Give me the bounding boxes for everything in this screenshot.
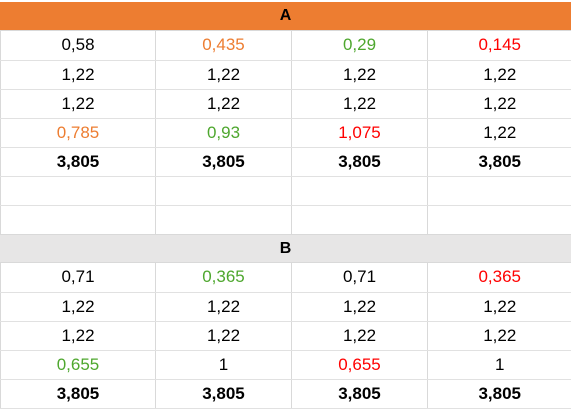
cell[interactable]: 1: [427, 350, 571, 380]
cell[interactable]: 0,435: [155, 31, 292, 61]
cell[interactable]: 0,365: [427, 263, 571, 293]
table-row: 1,22 1,22 1,22 1,22: [0, 89, 571, 119]
cell[interactable]: 1,22: [291, 60, 428, 90]
empty-cell[interactable]: [427, 176, 571, 206]
empty-row: [0, 176, 571, 206]
total-row: 3,805 3,805 3,805 3,805: [0, 147, 571, 177]
section-a-header[interactable]: A: [0, 2, 571, 31]
cell[interactable]: 1,22: [0, 60, 156, 90]
cell[interactable]: 0,58: [0, 31, 156, 61]
empty-cell[interactable]: [155, 176, 292, 206]
empty-cell[interactable]: [427, 205, 571, 235]
cell[interactable]: 1,22: [155, 292, 292, 322]
section-b-title: B: [279, 239, 292, 257]
table-row: 1,22 1,22 1,22 1,22: [0, 292, 571, 322]
table-row: 0,71 0,365 0,71 0,365: [0, 263, 571, 293]
cell[interactable]: 1,22: [427, 89, 571, 119]
section-a-title: A: [279, 7, 292, 24]
cell[interactable]: 1,22: [155, 89, 292, 119]
empty-cell[interactable]: [0, 205, 156, 235]
total-cell[interactable]: 3,805: [155, 379, 292, 409]
table-row: 0,58 0,435 0,29 0,145: [0, 31, 571, 61]
total-cell[interactable]: 3,805: [0, 147, 156, 177]
cell[interactable]: 1,22: [427, 60, 571, 90]
empty-cell[interactable]: [291, 176, 428, 206]
total-cell[interactable]: 3,805: [427, 147, 571, 177]
cell[interactable]: 1,22: [0, 321, 156, 351]
cell[interactable]: 1,22: [291, 89, 428, 119]
total-cell[interactable]: 3,805: [291, 379, 428, 409]
empty-row: [0, 205, 571, 235]
empty-cell[interactable]: [291, 205, 428, 235]
cell[interactable]: 1,22: [291, 292, 428, 322]
empty-cell[interactable]: [0, 176, 156, 206]
cell[interactable]: 0,655: [291, 350, 428, 380]
cell[interactable]: 0,365: [155, 263, 292, 293]
cell[interactable]: 0,71: [291, 263, 428, 293]
section-a-table: 0,58 0,435 0,29 0,145 1,22 1,22 1,22 1,2…: [0, 31, 571, 235]
cell[interactable]: 1,22: [155, 60, 292, 90]
cell[interactable]: 1,22: [291, 321, 428, 351]
cell[interactable]: 1,22: [427, 292, 571, 322]
cell[interactable]: 1: [155, 350, 292, 380]
cell[interactable]: 1,22: [155, 321, 292, 351]
table-row: 1,22 1,22 1,22 1,22: [0, 60, 571, 90]
total-cell[interactable]: 3,805: [155, 147, 292, 177]
cell[interactable]: 0,785: [0, 118, 156, 148]
total-cell[interactable]: 3,805: [0, 379, 156, 409]
cell[interactable]: 1,22: [0, 292, 156, 322]
cell[interactable]: 0,93: [155, 118, 292, 148]
cell[interactable]: 0,29: [291, 31, 428, 61]
cell[interactable]: 1,22: [427, 118, 571, 148]
cell[interactable]: 1,075: [291, 118, 428, 148]
table-row: 0,655 1 0,655 1: [0, 350, 571, 380]
table-row: 1,22 1,22 1,22 1,22: [0, 321, 571, 351]
empty-cell[interactable]: [155, 205, 292, 235]
cell[interactable]: 0,655: [0, 350, 156, 380]
section-b-table: 0,71 0,365 0,71 0,365 1,22 1,22 1,22 1,2…: [0, 263, 571, 409]
section-b-header[interactable]: B: [0, 234, 571, 263]
cell[interactable]: 1,22: [427, 321, 571, 351]
table-row: 0,785 0,93 1,075 1,22: [0, 118, 571, 148]
cell[interactable]: 1,22: [0, 89, 156, 119]
total-cell[interactable]: 3,805: [427, 379, 571, 409]
total-row: 3,805 3,805 3,805 3,805: [0, 379, 571, 409]
cell[interactable]: 0,145: [427, 31, 571, 61]
total-cell[interactable]: 3,805: [291, 147, 428, 177]
cell[interactable]: 0,71: [0, 263, 156, 293]
